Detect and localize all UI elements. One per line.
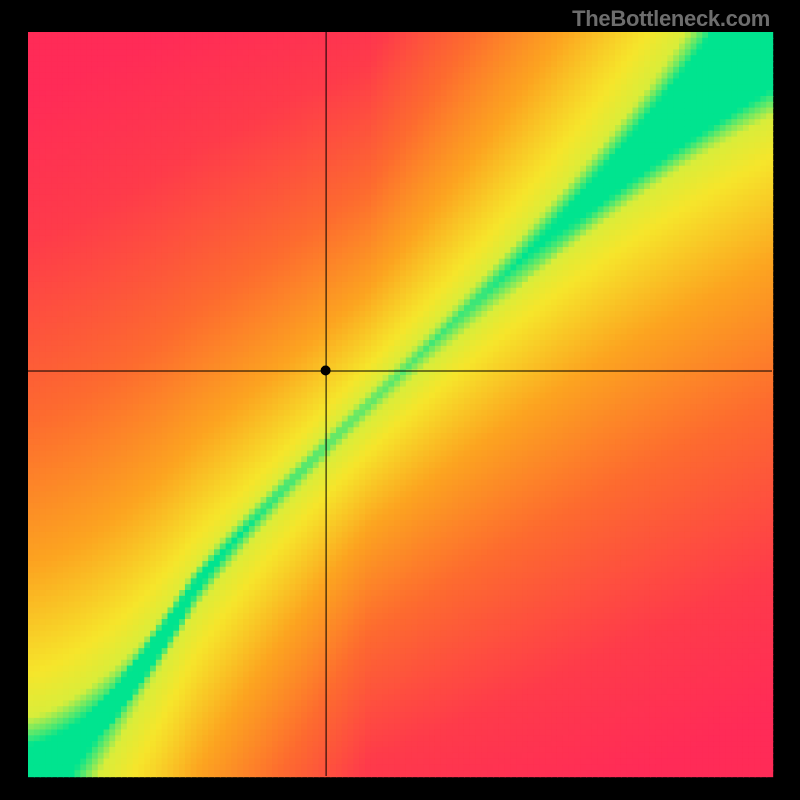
chart-container: { "watermark": { "text": "TheBottleneck.… bbox=[0, 0, 800, 800]
watermark-text: TheBottleneck.com bbox=[572, 6, 770, 32]
bottleneck-heatmap bbox=[0, 0, 800, 800]
